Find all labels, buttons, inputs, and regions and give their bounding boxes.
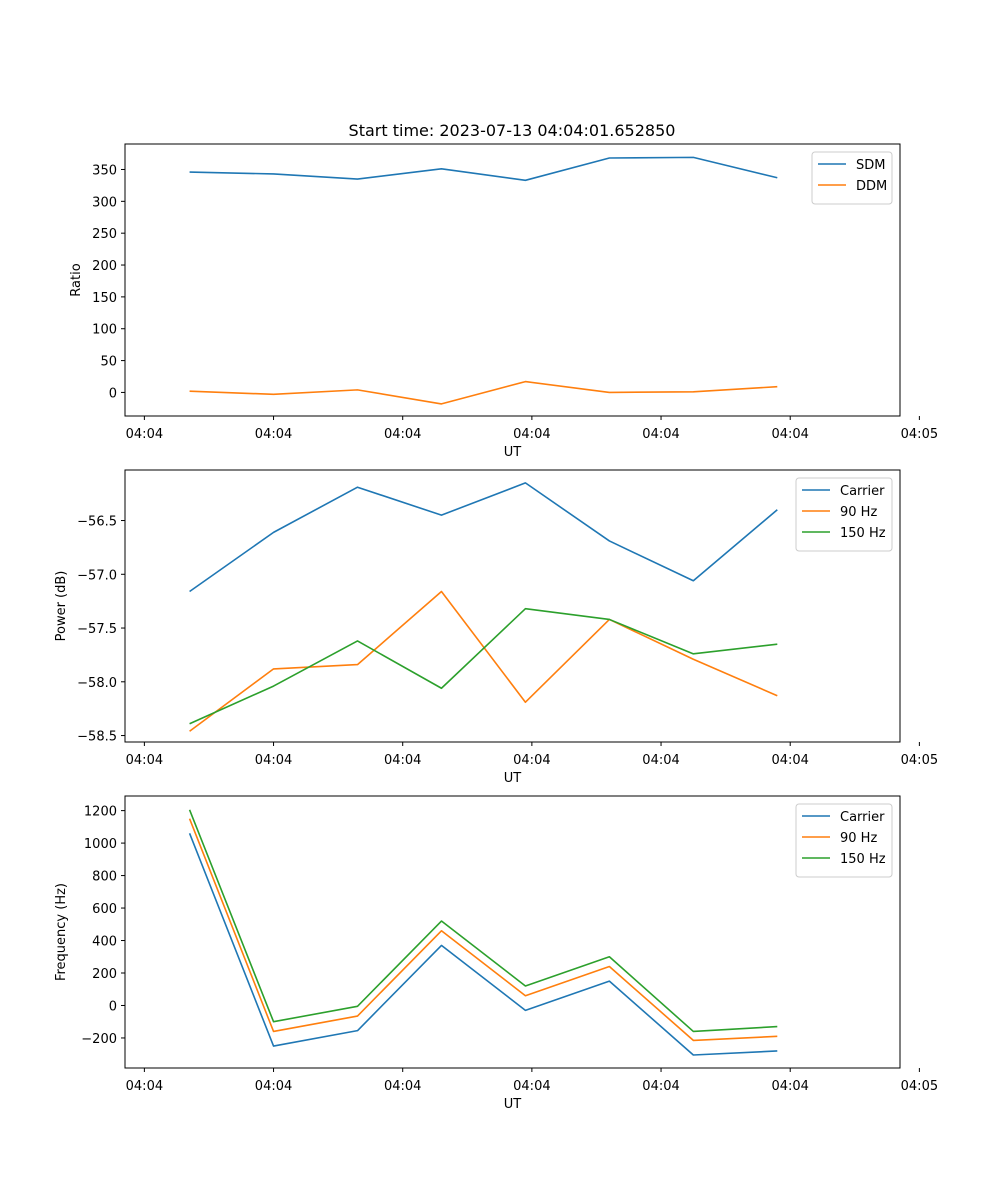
legend-box: [811, 151, 893, 205]
y-tick-label: −58.0: [77, 676, 117, 691]
x-tick-label: 04:04: [642, 753, 679, 768]
x-tick-label: 04:04: [771, 753, 808, 768]
y-tick-label: 800: [92, 870, 117, 885]
x-tick-label: 04:05: [901, 427, 938, 442]
x-tick-label: 04:04: [771, 1079, 808, 1094]
x-tick-label: 04:04: [255, 753, 292, 768]
series-line-ddm: [189, 380, 778, 405]
x-tick-label: 04:04: [642, 427, 679, 442]
axes-frequency: 04:04 04:04 04:04 04:04 04:04 04:04 04:05 −200 0…: [54, 795, 938, 1112]
series-line-90-hz: [188, 818, 778, 1042]
series-line-150-hz: [188, 809, 778, 1033]
x-tick-label: 04:04: [384, 1079, 421, 1094]
x-axis-label: UT: [504, 1097, 522, 1112]
x-tick-label: 04:04: [513, 753, 550, 768]
y-tick-label: 250: [92, 227, 117, 242]
axes-frame: [124, 795, 901, 1069]
legend-entry: Carrier: [840, 810, 885, 825]
x-tick-label: 04:04: [384, 753, 421, 768]
legend: Carrier 90 Hz 150 Hz: [795, 477, 893, 552]
x-tick-label: 04:05: [901, 1079, 938, 1094]
chart-title: Start time: 2023-07-13 04:04:01.652850: [349, 121, 676, 140]
legend-entry: Carrier: [840, 484, 885, 499]
axes-container: 04:04 04:04 04:04 04:04 04:04 04:04 04:05 0 50 10…: [54, 143, 938, 1112]
x-tick-label: 04:04: [513, 427, 550, 442]
x-tick-label: 04:05: [901, 753, 938, 768]
x-tick-label: 04:04: [126, 427, 163, 442]
y-axis-label: Ratio: [69, 263, 84, 296]
legend-entry: DDM: [856, 179, 887, 194]
legend-entry: 90 Hz: [840, 505, 877, 520]
x-tick-label: 04:04: [513, 1079, 550, 1094]
legend-entry: 150 Hz: [840, 526, 886, 541]
y-tick-label: 600: [92, 902, 117, 917]
x-axis-label: UT: [504, 445, 522, 460]
y-tick-label: 50: [100, 355, 117, 370]
y-tick-label: 0: [109, 386, 117, 401]
y-tick-label: 350: [92, 163, 117, 178]
y-tick-label: 0: [109, 999, 117, 1014]
legend: SDM DDM: [811, 151, 893, 205]
y-axis-label: Power (dB): [54, 571, 69, 642]
series-line-carrier: [189, 482, 778, 593]
y-tick-label: −200: [81, 1032, 117, 1047]
x-tick-label: 04:04: [642, 1079, 679, 1094]
y-tick-label: 200: [92, 259, 117, 274]
x-tick-label: 04:04: [255, 1079, 292, 1094]
legend-entry: 90 Hz: [840, 831, 877, 846]
y-tick-label: 300: [92, 195, 117, 210]
x-tick-label: 04:04: [255, 427, 292, 442]
y-tick-label: −58.5: [77, 730, 117, 745]
y-tick-label: −56.5: [77, 515, 117, 530]
series-line-150-hz: [189, 607, 778, 725]
y-tick-label: 100: [92, 323, 117, 338]
y-tick-label: 400: [92, 935, 117, 950]
legend-entry: SDM: [856, 158, 885, 173]
y-tick-label: −57.5: [77, 622, 117, 637]
y-tick-label: 150: [92, 291, 117, 306]
series-line-carrier: [188, 833, 778, 1056]
axes-ratio: 04:04 04:04 04:04 04:04 04:04 04:04 04:05 0 50 10…: [69, 143, 938, 460]
x-tick-label: 04:04: [771, 427, 808, 442]
axes-power: 04:04 04:04 04:04 04:04 04:04 04:04 04:05 −58.5…: [54, 469, 938, 786]
y-tick-label: 200: [92, 967, 117, 982]
y-tick-label: 1200: [84, 805, 117, 820]
axes-frame: [124, 143, 901, 417]
x-tick-label: 04:04: [126, 753, 163, 768]
x-axis-label: UT: [504, 771, 522, 786]
y-tick-label: −57.0: [77, 568, 117, 583]
series-line-90-hz: [189, 590, 778, 732]
legend: Carrier 90 Hz 150 Hz: [795, 803, 893, 878]
x-tick-label: 04:04: [384, 427, 421, 442]
series-line-sdm: [189, 156, 778, 182]
y-tick-label: 1000: [84, 837, 117, 852]
y-axis-label: Frequency (Hz): [54, 883, 69, 981]
x-tick-label: 04:04: [126, 1079, 163, 1094]
legend-entry: 150 Hz: [840, 852, 886, 867]
axes-frame: [124, 469, 901, 743]
